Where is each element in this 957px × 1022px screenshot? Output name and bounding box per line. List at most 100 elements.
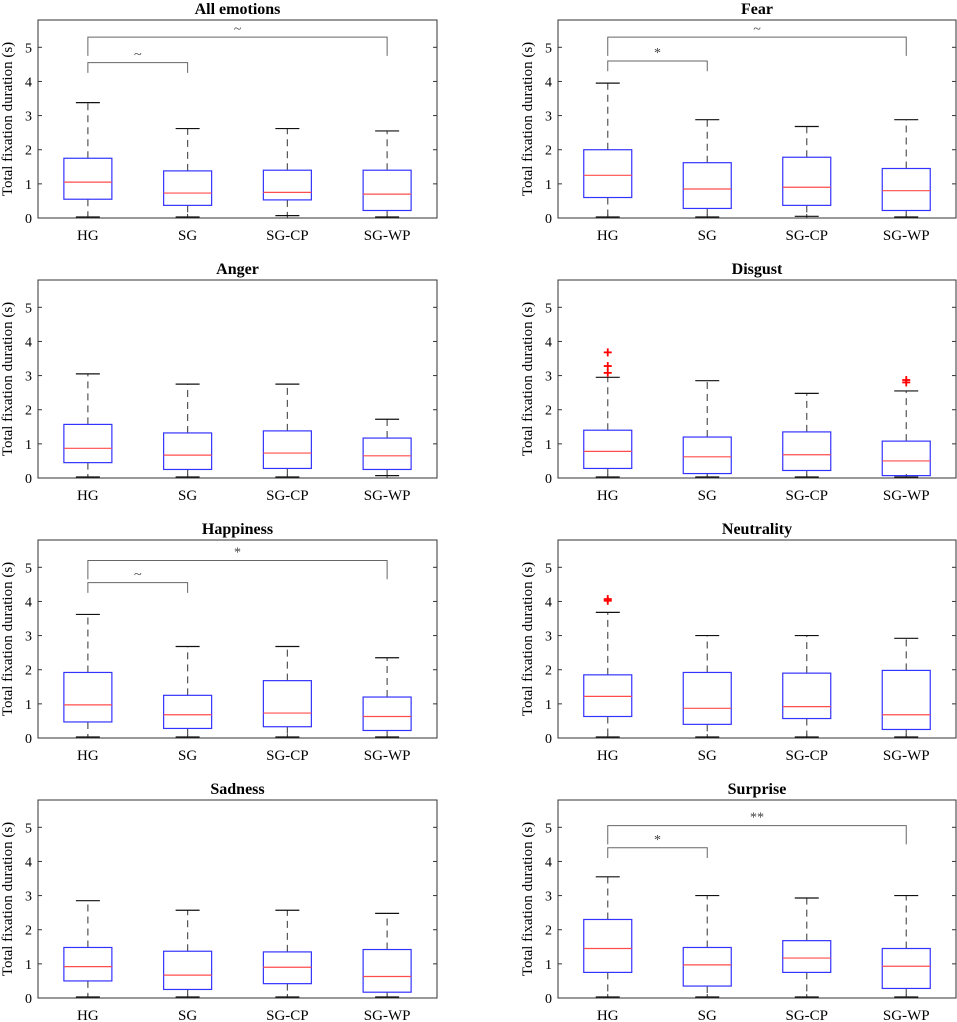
y-axis-label: Total fixation duration (s) xyxy=(520,302,536,456)
x-tick-label: SG-CP xyxy=(266,748,309,764)
significance-label: ~ xyxy=(234,22,242,37)
y-tick-label: 2 xyxy=(25,144,32,159)
y-tick-label: 5 xyxy=(545,41,552,56)
y-tick-label: 4 xyxy=(545,335,552,350)
y-tick-label: 3 xyxy=(545,630,552,645)
chart-panel-anger: Anger Total fixation duration (s) 0 1 2 3 4 5 HG… xyxy=(0,261,438,504)
iqr-box xyxy=(583,918,633,973)
x-tick-label: HG xyxy=(77,1008,99,1022)
y-tick-label: 1 xyxy=(25,438,32,453)
iqr-box xyxy=(682,162,732,210)
y-tick-label: 3 xyxy=(25,890,32,905)
y-tick-label: 4 xyxy=(25,335,32,350)
box-hg xyxy=(583,348,633,478)
chart-panel-fear: Fear Total fixation duration (s) 0 1 2 3 4 5 HG S… xyxy=(520,1,957,244)
iqr-box xyxy=(583,149,633,199)
iqr-box xyxy=(881,167,931,212)
x-tick-label: HG xyxy=(597,748,619,764)
iqr-box xyxy=(163,432,213,471)
bracket-line xyxy=(87,36,388,56)
chart-panel-surprise: Surprise Total fixation duration (s) 0 1 2 3 4… xyxy=(520,781,957,1022)
chart-panel-neutrality: Neutrality Total fixation duration (s) 0 1 2… xyxy=(520,521,957,764)
y-tick-label: 3 xyxy=(545,110,552,125)
significance-label: * xyxy=(234,545,241,560)
y-tick-label: 5 xyxy=(25,561,32,576)
x-tick-label: SG xyxy=(178,228,197,244)
box-sg-cp xyxy=(782,897,832,998)
y-tick-label: 0 xyxy=(545,992,552,1007)
chart-title: Happiness xyxy=(202,521,273,538)
chart-panel-disgust: Disgust Total fixation duration (s) 0 1 2 3 4 5… xyxy=(520,261,957,504)
box-hg xyxy=(63,102,113,218)
y-tick-label: 1 xyxy=(545,438,552,453)
x-tick-label: SG-CP xyxy=(266,488,309,504)
bracket-line xyxy=(87,62,189,73)
x-tick-label: HG xyxy=(597,488,619,504)
x-tick-label: SG-WP xyxy=(364,488,411,504)
box-hg xyxy=(63,900,113,998)
box-sg-cp xyxy=(782,634,832,738)
plot-frame xyxy=(37,19,438,219)
y-tick-label: 4 xyxy=(545,855,552,870)
x-tick-label: SG-CP xyxy=(785,488,828,504)
y-axis-label: Total fixation duration (s) xyxy=(520,42,536,196)
iqr-box xyxy=(163,170,213,206)
box-sg-wp xyxy=(881,119,931,218)
chart-panel-all-emotions: All emotions Total fixation duration (s) 0… xyxy=(0,1,438,244)
box-sg xyxy=(682,119,732,218)
iqr-box xyxy=(63,671,113,723)
bracket-line xyxy=(607,825,907,845)
x-tick-label: HG xyxy=(77,488,99,504)
significance-label: * xyxy=(654,46,661,61)
x-tick-label: SG xyxy=(178,1008,197,1022)
significance-label: ** xyxy=(750,811,764,826)
y-tick-label: 3 xyxy=(545,890,552,905)
chart-title: Surprise xyxy=(728,781,787,798)
box-sg-wp xyxy=(362,912,412,998)
y-axis-label: Total fixation duration (s) xyxy=(0,42,16,196)
box-sg-wp xyxy=(362,657,412,738)
plot-frame xyxy=(557,799,957,999)
significance-label: ~ xyxy=(134,568,142,583)
x-tick-label: HG xyxy=(77,228,99,244)
chart-title: Anger xyxy=(216,261,259,278)
box-hg xyxy=(63,373,113,478)
y-tick-label: 3 xyxy=(25,110,32,125)
box-sg-wp xyxy=(362,418,412,477)
x-tick-label: SG-CP xyxy=(785,228,828,244)
y-tick-label: 2 xyxy=(545,664,552,679)
significance-bracket: * xyxy=(87,545,388,580)
y-axis-label: Total fixation duration (s) xyxy=(520,822,536,976)
box-hg xyxy=(583,876,633,998)
box-sg-cp xyxy=(262,383,312,478)
plot-frame xyxy=(37,279,438,479)
y-tick-label: 2 xyxy=(25,924,32,939)
significance-bracket: * xyxy=(607,46,708,72)
y-tick-label: 2 xyxy=(545,924,552,939)
box-hg xyxy=(583,595,633,738)
iqr-box xyxy=(682,436,732,475)
x-tick-label: SG-WP xyxy=(883,748,930,764)
x-tick-label: SG xyxy=(698,228,717,244)
iqr-box xyxy=(682,671,732,725)
bracket-line xyxy=(607,60,708,72)
plot-frame xyxy=(557,19,957,219)
box-sg xyxy=(163,645,213,738)
x-tick-label: SG xyxy=(178,748,197,764)
x-tick-label: HG xyxy=(77,748,99,764)
y-tick-label: 5 xyxy=(25,301,32,316)
y-tick-label: 5 xyxy=(545,821,552,836)
iqr-box xyxy=(262,680,312,728)
significance-label: * xyxy=(654,833,661,848)
box-sg xyxy=(163,383,213,478)
iqr-box xyxy=(63,157,113,200)
y-tick-label: 0 xyxy=(545,212,552,227)
bracket-line xyxy=(87,582,189,593)
x-tick-label: SG xyxy=(698,748,717,764)
iqr-box xyxy=(63,946,113,982)
iqr-box xyxy=(583,429,633,470)
box-sg-cp xyxy=(262,645,312,738)
box-sg-wp xyxy=(881,894,931,998)
plot-frame xyxy=(557,539,957,739)
